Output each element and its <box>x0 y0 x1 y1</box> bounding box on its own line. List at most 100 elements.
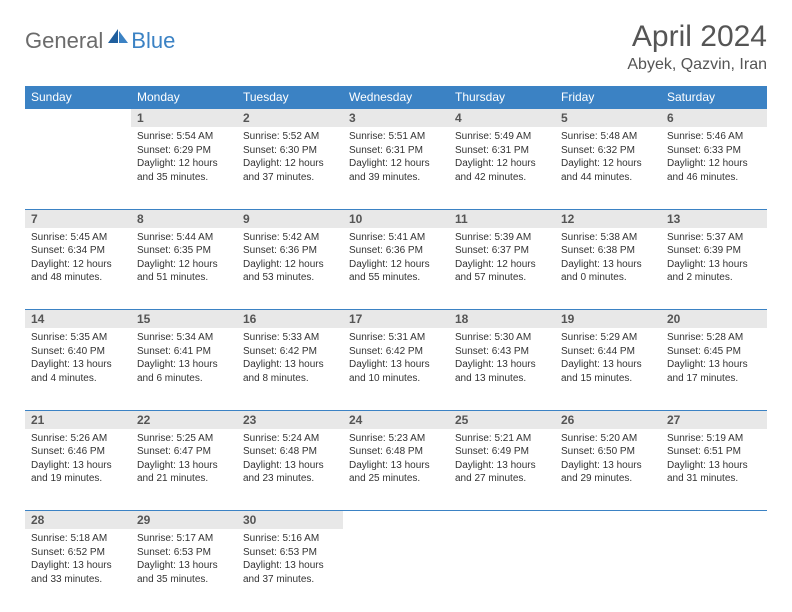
sunrise-text: Sunrise: 5:29 AM <box>561 331 655 345</box>
day-number-cell <box>449 511 555 530</box>
detail-row: Sunrise: 5:26 AMSunset: 6:46 PMDaylight:… <box>25 429 767 511</box>
day-detail-cell <box>555 529 661 611</box>
sunrise-text: Sunrise: 5:33 AM <box>243 331 337 345</box>
sail-icon <box>107 28 129 44</box>
daynum-row: 14151617181920 <box>25 310 767 329</box>
sunset-text: Sunset: 6:43 PM <box>455 345 549 359</box>
sunrise-text: Sunrise: 5:41 AM <box>349 231 443 245</box>
sunrise-text: Sunrise: 5:25 AM <box>137 432 231 446</box>
day-detail-cell: Sunrise: 5:45 AMSunset: 6:34 PMDaylight:… <box>25 228 131 310</box>
sunset-text: Sunset: 6:53 PM <box>137 546 231 560</box>
day-number-cell: 4 <box>449 109 555 128</box>
day-detail-cell: Sunrise: 5:41 AMSunset: 6:36 PMDaylight:… <box>343 228 449 310</box>
detail-row: Sunrise: 5:54 AMSunset: 6:29 PM Daylight:… <box>25 127 767 209</box>
day-detail-cell: Sunrise: 5:18 AMSunset: 6:52 PMDaylight:… <box>25 529 131 611</box>
sunset-text: Sunset: 6:31 PM <box>455 144 549 158</box>
daylight-text: Daylight: 13 hours and 29 minutes. <box>561 459 655 486</box>
day-number-cell: 17 <box>343 310 449 329</box>
detail-row: Sunrise: 5:35 AMSunset: 6:40 PMDaylight:… <box>25 328 767 410</box>
day-number-cell: 14 <box>25 310 131 329</box>
sunrise-text: Sunrise: 5:39 AM <box>455 231 549 245</box>
day-number-cell <box>661 511 767 530</box>
daylight-text: Daylight: 13 hours and 4 minutes. <box>31 358 125 385</box>
sunset-text: Sunset: 6:31 PM <box>349 144 443 158</box>
weekday-row: SundayMondayTuesdayWednesdayThursdayFrid… <box>25 86 767 109</box>
sunset-text: Sunset: 6:30 PM <box>243 144 337 158</box>
day-number-cell: 29 <box>131 511 237 530</box>
daylight-text: Daylight: 12 hours and 55 minutes. <box>349 258 443 285</box>
sunset-text: Sunset: 6:33 PM <box>667 144 761 158</box>
day-detail-cell: Sunrise: 5:34 AMSunset: 6:41 PMDaylight:… <box>131 328 237 410</box>
day-number-cell: 10 <box>343 209 449 228</box>
sunrise-text: Sunrise: 5:46 AM <box>667 130 761 144</box>
day-number-cell: 27 <box>661 410 767 429</box>
daylight-text: Daylight: 12 hours and 57 minutes. <box>455 258 549 285</box>
daylight-text: Daylight: 13 hours and 10 minutes. <box>349 358 443 385</box>
sunset-text: Sunset: 6:41 PM <box>137 345 231 359</box>
daylight-text: Daylight: 13 hours and 37 minutes. <box>243 559 337 586</box>
day-number-cell: 20 <box>661 310 767 329</box>
sunset-text: Sunset: 6:40 PM <box>31 345 125 359</box>
weekday-header: Wednesday <box>343 86 449 109</box>
day-number-cell: 3 <box>343 109 449 128</box>
day-detail-cell <box>343 529 449 611</box>
sunset-text: Sunset: 6:48 PM <box>349 445 443 459</box>
logo-text-general: General <box>25 28 103 54</box>
sunset-text: Sunset: 6:29 PM <box>137 144 231 158</box>
day-detail-cell: Sunrise: 5:28 AMSunset: 6:45 PMDaylight:… <box>661 328 767 410</box>
sunrise-text: Sunrise: 5:19 AM <box>667 432 761 446</box>
daylight-text: Daylight: 13 hours and 13 minutes. <box>455 358 549 385</box>
daylight-text: Daylight: 13 hours and 35 minutes. <box>137 559 231 586</box>
daynum-row: 78910111213 <box>25 209 767 228</box>
sunset-text: Sunset: 6:50 PM <box>561 445 655 459</box>
sunset-text: Sunset: 6:53 PM <box>243 546 337 560</box>
day-number-cell: 15 <box>131 310 237 329</box>
sunrise-text: Sunrise: 5:31 AM <box>349 331 443 345</box>
sunset-text: Sunset: 6:32 PM <box>561 144 655 158</box>
daylight-text: Daylight: 13 hours and 31 minutes. <box>667 459 761 486</box>
day-detail-cell: Sunrise: 5:37 AMSunset: 6:39 PMDaylight:… <box>661 228 767 310</box>
sunrise-text: Sunrise: 5:42 AM <box>243 231 337 245</box>
detail-row: Sunrise: 5:45 AMSunset: 6:34 PMDaylight:… <box>25 228 767 310</box>
day-number-cell: 22 <box>131 410 237 429</box>
day-number-cell: 18 <box>449 310 555 329</box>
daylight-text: Daylight: 13 hours and 33 minutes. <box>31 559 125 586</box>
sunrise-text: Sunrise: 5:35 AM <box>31 331 125 345</box>
sunrise-text: Sunrise: 5:54 AM <box>137 130 231 144</box>
day-detail-cell <box>449 529 555 611</box>
daylight-text: Daylight: 12 hours and 39 minutes. <box>349 157 443 184</box>
day-number-cell: 30 <box>237 511 343 530</box>
day-detail-cell: Sunrise: 5:44 AMSunset: 6:35 PMDaylight:… <box>131 228 237 310</box>
daylight-text: Daylight: 12 hours and 42 minutes. <box>455 157 549 184</box>
sunrise-text: Sunrise: 5:45 AM <box>31 231 125 245</box>
day-detail-cell: Sunrise: 5:38 AMSunset: 6:38 PMDaylight:… <box>555 228 661 310</box>
month-title: April 2024 <box>627 20 767 54</box>
day-detail-cell: Sunrise: 5:54 AMSunset: 6:29 PMDaylight:… <box>131 127 237 209</box>
day-detail-cell: Sunrise: 5:26 AMSunset: 6:46 PMDaylight:… <box>25 429 131 511</box>
sunset-text: Sunset: 6:42 PM <box>243 345 337 359</box>
day-detail-cell: Sunrise: 5:29 AMSunset: 6:44 PMDaylight:… <box>555 328 661 410</box>
daylight-text: Daylight: 12 hours and 44 minutes. <box>561 157 655 184</box>
sunset-text: Sunset: 6:35 PM <box>137 244 231 258</box>
sunrise-text: Sunrise: 5:30 AM <box>455 331 549 345</box>
day-number-cell: 2 <box>237 109 343 128</box>
sunset-text: Sunset: 6:45 PM <box>667 345 761 359</box>
sunrise-text: Sunrise: 5:16 AM <box>243 532 337 546</box>
day-number-cell <box>343 511 449 530</box>
daylight-text: Daylight: 13 hours and 21 minutes. <box>137 459 231 486</box>
sunrise-text: Sunrise: 5:20 AM <box>561 432 655 446</box>
sunrise-text: Sunrise: 5:34 AM <box>137 331 231 345</box>
day-number-cell: 21 <box>25 410 131 429</box>
day-detail-cell: Sunrise: 5:30 AMSunset: 6:43 PMDaylight:… <box>449 328 555 410</box>
daylight-text: Daylight: 13 hours and 27 minutes. <box>455 459 549 486</box>
calendar-table: SundayMondayTuesdayWednesdayThursdayFrid… <box>25 86 767 611</box>
sunrise-text: Sunrise: 5:52 AM <box>243 130 337 144</box>
sunrise-text: Sunrise: 5:51 AM <box>349 130 443 144</box>
day-number-cell <box>555 511 661 530</box>
daylight-text: Daylight: 13 hours and 0 minutes. <box>561 258 655 285</box>
day-detail-cell: Sunrise: 5:52 AMSunset: 6:30 PMDaylight:… <box>237 127 343 209</box>
sunset-text: Sunset: 6:49 PM <box>455 445 549 459</box>
sunrise-text: Sunrise: 5:28 AM <box>667 331 761 345</box>
sunset-text: Sunset: 6:46 PM <box>31 445 125 459</box>
day-detail-cell: Sunrise: 5:35 AMSunset: 6:40 PMDaylight:… <box>25 328 131 410</box>
